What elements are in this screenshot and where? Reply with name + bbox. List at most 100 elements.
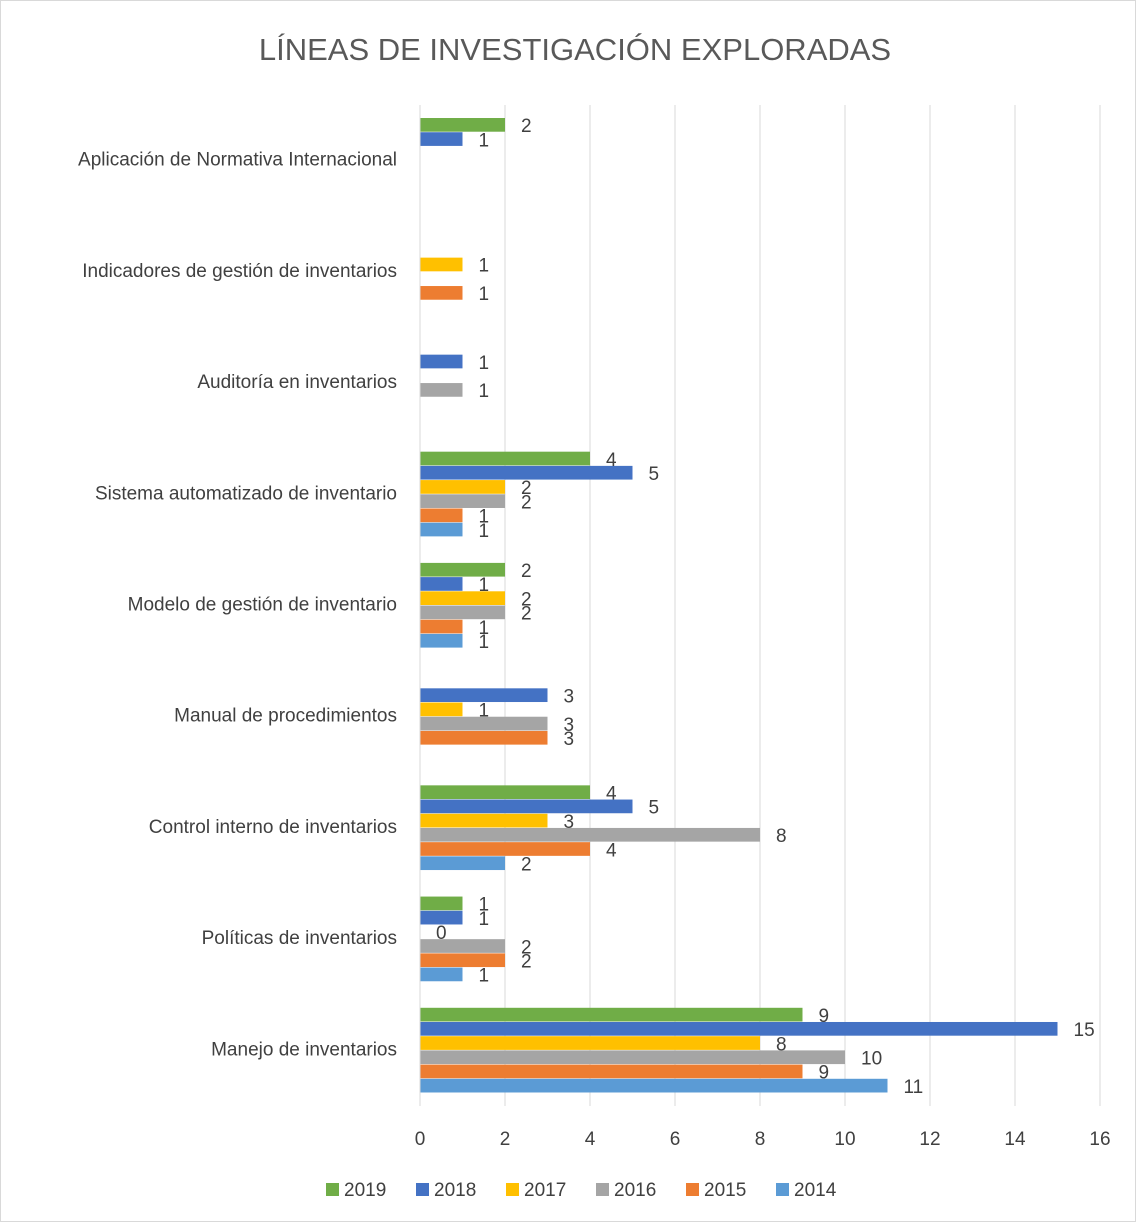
legend-swatch <box>596 1183 609 1196</box>
x-tick-label: 6 <box>670 1129 681 1150</box>
data-label: 4 <box>606 840 617 861</box>
x-tick-label: 4 <box>585 1129 596 1150</box>
bar <box>420 383 463 397</box>
data-label: 2 <box>521 492 532 513</box>
data-label: 1 <box>479 256 490 277</box>
x-tick-label: 16 <box>1089 1129 1110 1150</box>
data-label: 4 <box>606 783 617 804</box>
y-tick-label: Sistema automatizado de inventario <box>95 483 397 504</box>
y-tick-label: Auditoría en inventarios <box>197 372 397 393</box>
y-tick-label: Manejo de inventarios <box>211 1039 397 1060</box>
data-label: 1 <box>479 521 490 542</box>
bar <box>420 118 505 132</box>
data-label: 2 <box>521 478 532 499</box>
bar <box>420 522 463 537</box>
bar <box>420 577 463 591</box>
data-label: 1 <box>479 507 490 528</box>
legend-swatch <box>776 1183 789 1196</box>
bar <box>420 1078 888 1093</box>
data-label: 10 <box>861 1049 882 1070</box>
data-label: 1 <box>479 284 490 305</box>
data-label: 1 <box>479 966 490 987</box>
bar <box>420 856 505 871</box>
bar <box>420 633 463 648</box>
data-label: 1 <box>479 909 490 930</box>
bar <box>420 619 463 634</box>
bar <box>420 799 633 814</box>
bar <box>420 910 463 925</box>
legend-label: 2016 <box>614 1180 656 1201</box>
bar <box>420 1050 845 1065</box>
y-tick-label: Control interno de inventarios <box>149 817 397 838</box>
bar <box>420 480 505 494</box>
legend-swatch <box>506 1183 519 1196</box>
y-tick-label: Indicadores de gestión de inventarios <box>82 261 397 282</box>
data-label: 1 <box>479 353 490 374</box>
bar <box>420 465 633 480</box>
data-label: 9 <box>819 1006 830 1027</box>
bar <box>420 354 463 369</box>
data-label: 0 <box>436 923 447 944</box>
chart-title: LÍNEAS DE INVESTIGACIÓN EXPLORADAS <box>259 32 891 67</box>
bar <box>420 494 505 508</box>
data-label: 3 <box>564 715 575 736</box>
bar <box>420 562 505 577</box>
y-tick-label: Políticas de inventarios <box>202 928 397 949</box>
data-label: 5 <box>649 464 660 485</box>
bar <box>420 896 463 911</box>
data-label: 1 <box>479 575 490 596</box>
bar <box>420 1021 1058 1036</box>
bar <box>420 827 760 842</box>
data-label: 1 <box>479 632 490 653</box>
bar <box>420 730 548 745</box>
y-tick-label: Aplicación de Normativa Internacional <box>78 150 397 171</box>
data-label: 11 <box>904 1077 924 1098</box>
y-tick-label: Manual de procedimientos <box>174 706 397 727</box>
data-label: 8 <box>776 826 787 847</box>
legend-label: 2014 <box>794 1180 837 1201</box>
data-label: 1 <box>479 701 490 722</box>
bar <box>420 688 548 703</box>
bar <box>420 591 505 605</box>
bar <box>420 967 463 982</box>
bar <box>420 702 463 717</box>
bar <box>420 716 548 731</box>
data-label: 2 <box>521 854 532 875</box>
bar <box>420 508 463 523</box>
legend-label: 2018 <box>434 1180 476 1201</box>
bar <box>420 132 463 146</box>
bar <box>420 257 463 272</box>
data-label: 2 <box>521 951 532 972</box>
data-label: 15 <box>1074 1020 1095 1041</box>
data-label: 8 <box>776 1034 787 1055</box>
x-tick-label: 2 <box>500 1129 511 1150</box>
legend-label: 2015 <box>704 1180 746 1201</box>
data-label: 3 <box>564 686 575 707</box>
bar <box>420 605 505 620</box>
x-tick-label: 0 <box>415 1129 426 1150</box>
data-label: 1 <box>479 618 490 639</box>
legend-swatch <box>686 1183 699 1196</box>
data-label: 4 <box>606 450 617 471</box>
data-label: 2 <box>521 604 532 625</box>
bar <box>420 1036 760 1050</box>
data-label: 2 <box>521 589 532 610</box>
data-label: 3 <box>564 729 575 750</box>
bar <box>420 785 590 800</box>
y-tick-label: Modelo de gestión de inventario <box>128 595 397 616</box>
x-tick-label: 10 <box>834 1129 855 1150</box>
data-label: 1 <box>479 895 490 916</box>
data-label: 1 <box>479 381 490 402</box>
data-label: 1 <box>479 130 490 151</box>
legend-swatch <box>416 1183 429 1196</box>
data-label: 2 <box>521 561 532 582</box>
bar <box>420 1064 803 1079</box>
x-tick-label: 14 <box>1004 1129 1026 1150</box>
data-label: 2 <box>521 116 532 137</box>
legend-label: 2019 <box>344 1180 386 1201</box>
x-tick-label: 8 <box>755 1129 766 1150</box>
bar <box>420 451 590 466</box>
data-label: 5 <box>649 798 660 819</box>
data-label: 3 <box>564 812 575 833</box>
